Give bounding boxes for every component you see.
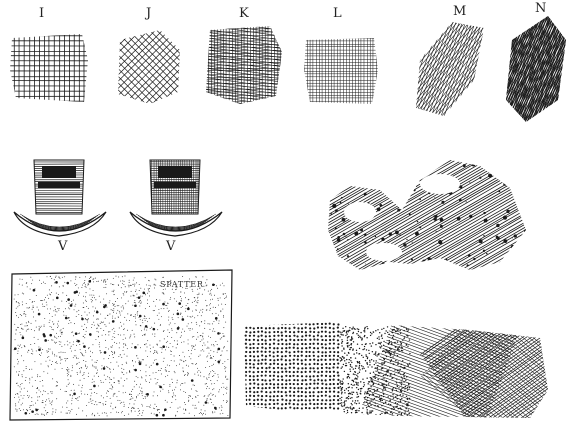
top-hat-drawings (13, 159, 223, 237)
swatch-4 (304, 38, 378, 104)
hat-label-left: V (58, 239, 68, 254)
spatter-label: SPATTER (160, 280, 204, 289)
swatch-label-j: J (146, 6, 152, 21)
stipple-texture-strip (244, 322, 548, 418)
swatch-label-k: K (239, 6, 250, 21)
swatch-label-l: L (333, 6, 343, 21)
swatch-label-m: M (453, 4, 467, 19)
spatter-panel (9, 269, 233, 421)
hat-label-right: V (166, 239, 176, 254)
swatch-label-n: N (535, 1, 547, 16)
swatch-1 (10, 34, 88, 102)
swatch-label-i: I (39, 6, 45, 21)
